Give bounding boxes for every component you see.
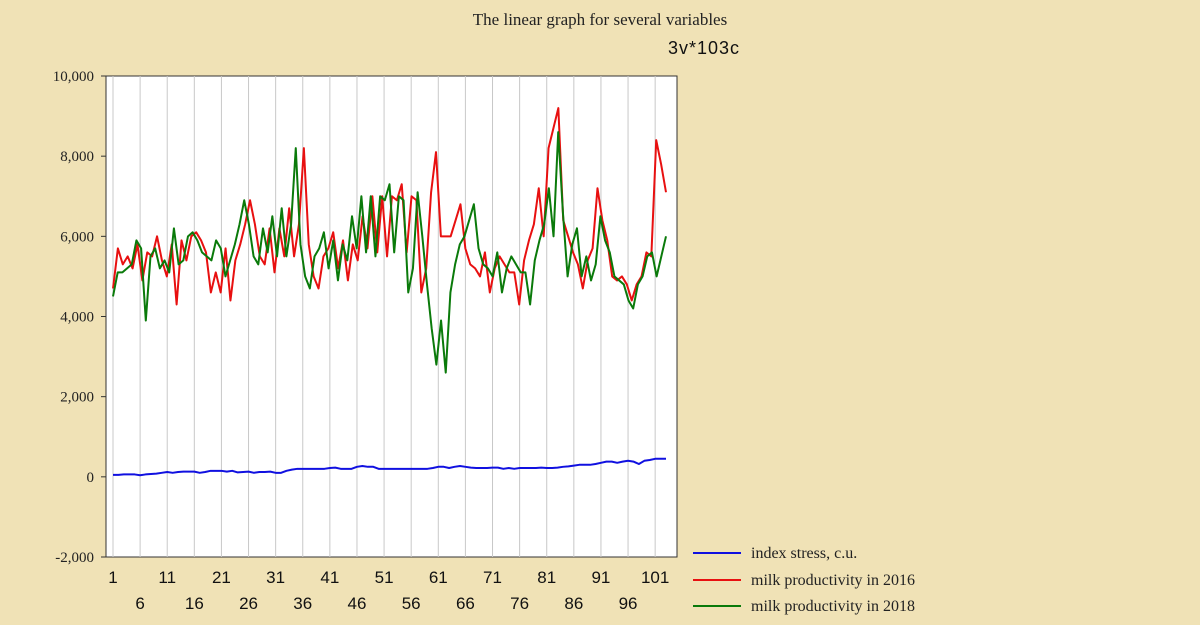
y-tick-label: 6,000 xyxy=(60,229,94,245)
legend-label: milk productivity in 2016 xyxy=(751,572,915,589)
series-line-index-stress xyxy=(113,457,666,477)
y-tick-label: 8,000 xyxy=(60,149,94,165)
x-tick-label: 21 xyxy=(212,568,231,587)
y-tick-label: -2,000 xyxy=(55,550,94,566)
x-tick-label: 101 xyxy=(641,568,669,587)
legend-label: milk productivity in 2018 xyxy=(751,598,915,615)
y-tick-label: 2,000 xyxy=(60,390,94,406)
plot-area xyxy=(105,75,678,558)
y-tick-label: 4,000 xyxy=(60,310,94,326)
x-tick-label: 16 xyxy=(185,594,204,613)
legend: index stress, c.u. milk productivity in 2… xyxy=(693,545,915,615)
x-tick-label: 76 xyxy=(510,594,529,613)
x-tick-label: 61 xyxy=(429,568,448,587)
x-tick-label: 71 xyxy=(483,568,502,587)
x-tick-label: 26 xyxy=(239,594,258,613)
x-tick-label: 6 xyxy=(135,594,144,613)
x-tick-label: 81 xyxy=(537,568,556,587)
x-tick-label: 91 xyxy=(591,568,610,587)
series-group xyxy=(112,107,667,477)
x-tick-label: 46 xyxy=(348,594,367,613)
chart-title: The linear graph for several variables xyxy=(472,10,728,29)
y-tick-label: 10,000 xyxy=(53,69,94,85)
chart-subtitle: 3v*103c xyxy=(668,38,741,58)
x-tick-label: 31 xyxy=(266,568,285,587)
x-tick-label: 36 xyxy=(293,594,312,613)
x-tick-label: 11 xyxy=(158,568,176,587)
x-tick-label: 1 xyxy=(108,568,117,587)
y-axis: 10,000 8,000 6,000 4,000 2,000 0 -2,000 xyxy=(53,69,106,566)
series-line-milk-2016 xyxy=(112,107,667,306)
x-tick-label: 41 xyxy=(320,568,339,587)
grid-lines xyxy=(112,76,656,557)
series-line-milk-2018 xyxy=(112,131,667,374)
x-tick-label: 86 xyxy=(564,594,583,613)
x-tick-label: 96 xyxy=(619,594,638,613)
x-tick-label: 66 xyxy=(456,594,475,613)
x-tick-label: 51 xyxy=(375,568,394,587)
legend-label: index stress, c.u. xyxy=(751,545,857,562)
y-tick-label: 0 xyxy=(87,470,95,486)
x-tick-label: 56 xyxy=(402,594,421,613)
